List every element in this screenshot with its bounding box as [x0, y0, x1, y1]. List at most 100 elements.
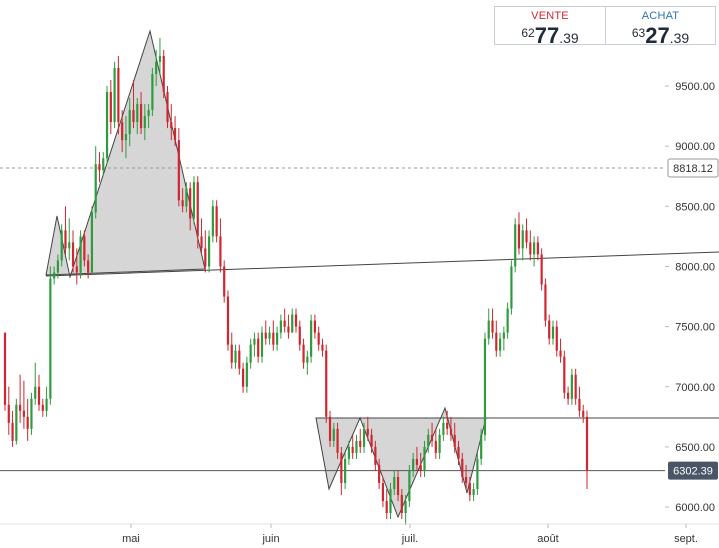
- candle: [15, 398, 18, 445]
- candle-body: [87, 260, 90, 273]
- candle-body: [102, 158, 105, 171]
- candle-body: [268, 332, 271, 339]
- candle-body: [532, 242, 536, 255]
- candle-body: [173, 128, 177, 141]
- x-tick-label: mai: [122, 533, 140, 545]
- candle: [536, 236, 539, 261]
- candle-body: [430, 434, 434, 441]
- candle-body: [177, 140, 180, 201]
- candle-body: [105, 92, 109, 159]
- candle-body: [536, 242, 539, 255]
- candle-body: [529, 242, 532, 255]
- candle: [45, 386, 48, 417]
- candle: [223, 260, 226, 303]
- candle-body: [510, 266, 513, 309]
- candle: [438, 428, 441, 459]
- candle-body: [272, 332, 275, 345]
- candle: [136, 98, 139, 135]
- candle: [158, 37, 162, 74]
- candle-body: [408, 470, 411, 502]
- candle-body: [279, 320, 282, 333]
- candle: [491, 308, 494, 339]
- candle: [185, 182, 188, 213]
- reference-price-tag: [667, 158, 719, 178]
- candle: [207, 230, 211, 273]
- candle-body: [230, 344, 233, 363]
- candle-body: [370, 434, 373, 447]
- candle: [264, 320, 267, 345]
- candle-body: [559, 350, 562, 357]
- candle: [272, 320, 275, 351]
- candle-body: [540, 254, 543, 285]
- buy-button[interactable]: ACHAT 6327.39: [605, 6, 716, 47]
- candle: [49, 266, 52, 405]
- candle: [64, 206, 67, 255]
- candle: [245, 356, 248, 393]
- candle: [404, 495, 407, 526]
- candle-body: [446, 422, 449, 429]
- candle: [19, 374, 22, 423]
- candle-body: [378, 464, 381, 483]
- candle: [408, 464, 411, 508]
- candle-body: [124, 134, 128, 141]
- candle-body: [506, 308, 509, 333]
- candle-body: [132, 110, 135, 123]
- candle-body: [162, 55, 165, 93]
- candle-body: [483, 338, 487, 435]
- price-lines: 8818.12 6302.39: [0, 158, 719, 480]
- trend-lines: [45, 251, 719, 419]
- candle: [234, 344, 237, 369]
- candle-body: [472, 489, 475, 496]
- candle-body: [98, 164, 101, 171]
- candle: [257, 332, 260, 363]
- candle-body: [294, 314, 298, 327]
- candle-body: [249, 344, 252, 363]
- candle-body: [396, 476, 400, 496]
- candle: [582, 404, 585, 423]
- candle-body: [166, 92, 169, 123]
- y-tick-label: 9500.00: [675, 81, 715, 93]
- buy-price-prefix: 63: [631, 26, 646, 40]
- candle-body: [3, 332, 7, 405]
- candle: [317, 326, 320, 351]
- sell-button[interactable]: VENTE 6277.39: [494, 6, 606, 47]
- candle: [563, 350, 566, 399]
- candle: [521, 224, 524, 261]
- candle: [468, 476, 471, 502]
- x-tick-label: sept.: [674, 533, 698, 545]
- candle-body: [344, 458, 347, 483]
- candle-body: [276, 332, 279, 345]
- candle-body: [585, 416, 589, 471]
- candle-body: [362, 428, 366, 447]
- candle-body: [211, 206, 214, 237]
- candle-body: [15, 404, 18, 441]
- candle: [453, 422, 456, 453]
- candle: [34, 362, 37, 405]
- candle-body: [310, 320, 313, 357]
- candle: [189, 182, 192, 231]
- candle: [487, 308, 490, 345]
- candle-body: [578, 398, 581, 411]
- candle-body: [502, 332, 505, 339]
- candle-body: [457, 446, 460, 459]
- candle: [385, 489, 388, 520]
- candle-body: [37, 386, 41, 405]
- candle: [476, 452, 479, 496]
- candle: [514, 218, 517, 273]
- candle-body: [41, 404, 44, 411]
- candle: [457, 440, 460, 465]
- candle-body: [332, 428, 335, 441]
- candle-body: [71, 242, 75, 267]
- candle-body: [438, 434, 441, 453]
- candle-body: [215, 206, 218, 237]
- candle: [283, 308, 286, 333]
- y-axis: 6000.00 6500.00 7000.00 7500.00 8000.00 8500.…: [665, 81, 715, 514]
- candle-body: [139, 104, 143, 129]
- candle-body: [476, 458, 479, 490]
- candle-body: [204, 248, 207, 267]
- candle: [374, 440, 377, 471]
- candle: [105, 86, 109, 165]
- candle: [173, 116, 177, 147]
- candle-body: [464, 476, 468, 483]
